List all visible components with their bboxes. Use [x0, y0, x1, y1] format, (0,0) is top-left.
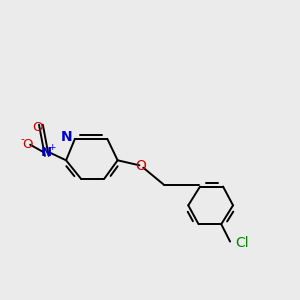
Text: N: N [61, 130, 73, 144]
Text: O: O [22, 138, 33, 151]
Text: O: O [32, 121, 43, 134]
Text: -: - [21, 134, 25, 144]
Text: N: N [41, 146, 52, 159]
Text: +: + [48, 143, 55, 152]
Text: O: O [136, 159, 147, 173]
Text: Cl: Cl [236, 236, 249, 250]
